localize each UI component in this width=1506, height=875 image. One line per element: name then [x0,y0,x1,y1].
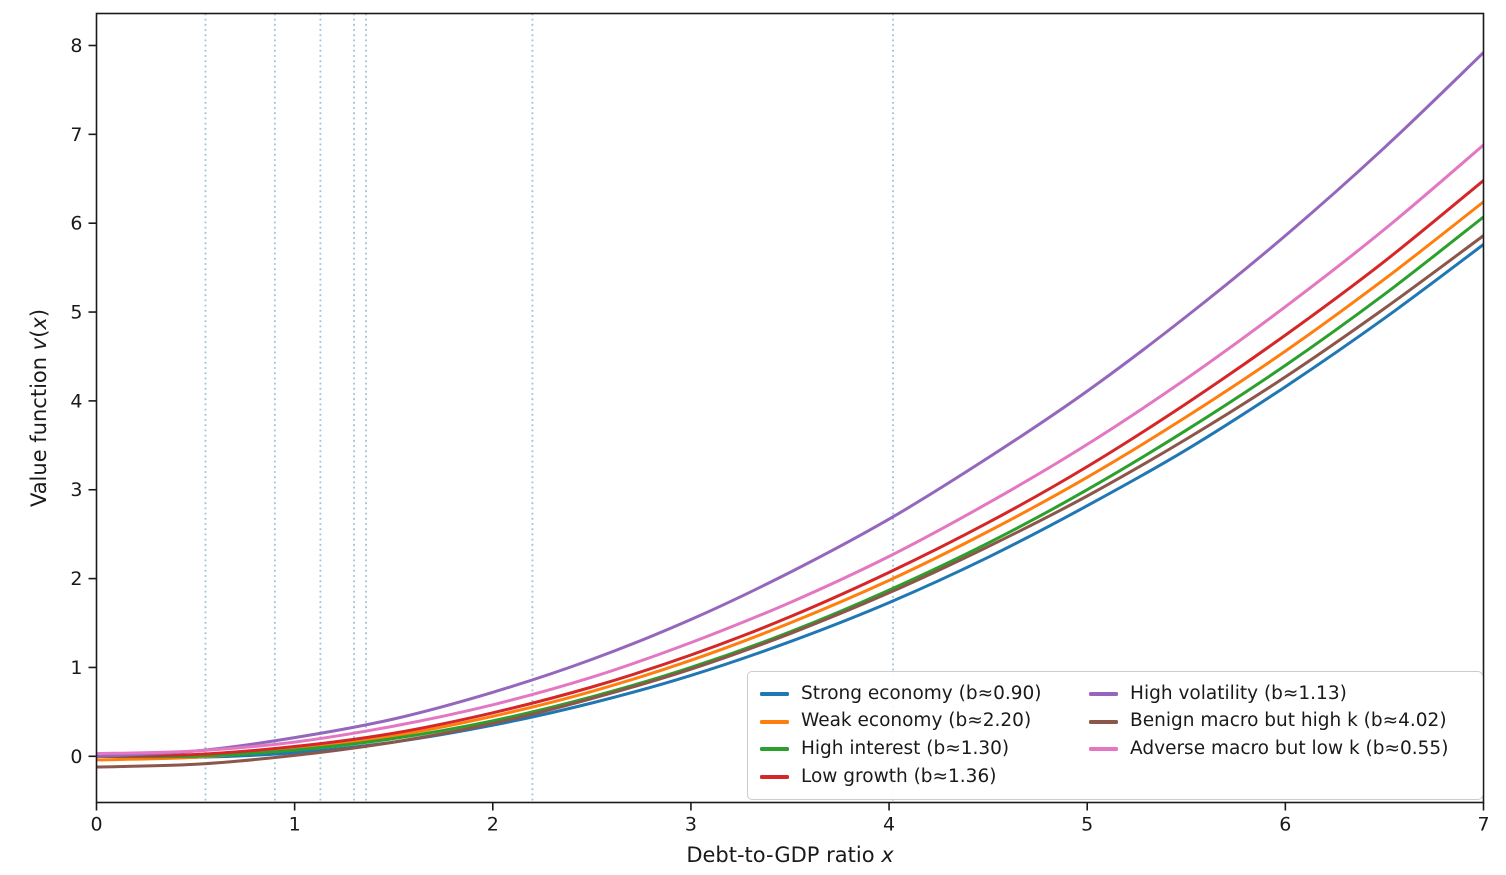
legend: Strong economy (b≈0.90) Weak economy (b≈2… [747,671,1483,800]
series-line-weak-economy [96,200,1484,762]
legend-entry-high-volatility: High volatility (b≈1.13) [1089,680,1470,708]
legend-label: High interest (b≈1.30) [801,738,1010,760]
x-tick-label: 6 [1279,814,1291,836]
legend-swatch-icon [1089,719,1119,724]
series-line-high-volatility [96,51,1484,758]
legend-swatch-icon [760,747,789,752]
series-line-adverse-macro-but-low-k [96,143,1484,756]
legend-label: Weak economy (b≈2.20) [801,710,1032,732]
y-tick-label: 0 [70,746,82,768]
series-line-benign-macro-but-high-k [96,234,1484,769]
legend-entry-adverse-macro-but-low-k: Adverse macro but low k (b≈0.55) [1089,736,1470,764]
x-tick-label: 1 [289,814,301,836]
legend-label: Adverse macro but low k (b≈0.55) [1130,738,1449,760]
x-tick-label: 3 [685,814,697,836]
legend-label: High volatility (b≈1.13) [1130,682,1347,704]
y-tick-label: 6 [70,213,82,235]
x-tick-label: 2 [487,814,499,836]
y-tick-label: 7 [70,124,82,146]
series-line-low-growth [96,179,1484,758]
y-tick-label: 4 [70,390,82,412]
legend-swatch-icon [1089,691,1119,696]
legend-swatch-icon [1089,747,1119,752]
y-tick-label: 5 [70,302,82,324]
x-axis-label: Debt-to-GDP ratio x [686,843,894,867]
legend-swatch-icon [760,775,789,780]
legend-entry-benign-macro-but-high-k: Benign macro but high k (b≈4.02) [1089,708,1470,736]
series-line-high-interest [96,215,1484,759]
x-tick-label: 0 [90,814,102,836]
y-tick-label: 8 [70,35,82,57]
legend-entry-low-growth: Low growth (b≈1.36) [760,763,1063,791]
y-tick-label: 1 [70,657,82,679]
y-axis-label: Value function v(x) [27,309,51,507]
legend-label: Benign macro but high k (b≈4.02) [1130,710,1447,732]
y-tick-label: 2 [70,568,82,590]
legend-swatch-icon [760,719,789,724]
legend-label: Strong economy (b≈0.90) [801,682,1042,704]
legend-entry-high-interest: High interest (b≈1.30) [760,736,1063,764]
x-tick-label: 4 [883,814,895,836]
legend-swatch-icon [760,691,789,696]
legend-entry-strong-economy: Strong economy (b≈0.90) [760,680,1063,708]
legend-label: Low growth (b≈1.36) [801,765,997,787]
plot-border [95,12,1485,804]
legend-entry-weak-economy: Weak economy (b≈2.20) [760,708,1063,736]
y-tick-label: 3 [70,479,82,501]
x-tick-label: 5 [1081,814,1093,836]
x-tick-label: 7 [1477,814,1489,836]
